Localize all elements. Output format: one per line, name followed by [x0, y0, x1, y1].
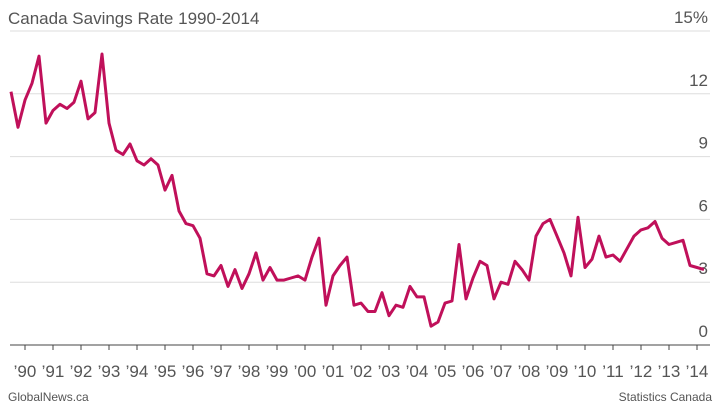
- source: Statistics Canada: [619, 390, 713, 404]
- x-tick-label: ’92: [70, 362, 93, 381]
- data-line: [9, 52, 705, 328]
- x-tick-label: ’06: [462, 362, 485, 381]
- x-tick-label: ’02: [350, 362, 373, 381]
- x-tick-label: ’01: [322, 362, 345, 381]
- x-tick-label: ’91: [42, 362, 65, 381]
- x-tick-label: ’00: [294, 362, 317, 381]
- x-tick-label: ’10: [574, 362, 597, 381]
- x-tick-label: ’95: [154, 362, 177, 381]
- x-tick-label: ’08: [518, 362, 541, 381]
- chart-title: Canada Savings Rate 1990-2014: [8, 9, 259, 28]
- x-tick-label: ’04: [406, 362, 429, 381]
- x-tick-label: ’99: [266, 362, 289, 381]
- x-tick-label: ’97: [210, 362, 233, 381]
- x-tick-label: ’03: [378, 362, 401, 381]
- x-tick-label: ’94: [126, 362, 149, 381]
- credit: GlobalNews.ca: [8, 390, 89, 404]
- x-tick-label: ’12: [630, 362, 653, 381]
- x-tick-label: ’14: [686, 362, 709, 381]
- y-tick-label: 6: [699, 196, 708, 215]
- x-tick-label: ’05: [434, 362, 457, 381]
- x-tick-label: ’98: [238, 362, 261, 381]
- x-tick-label: ’11: [602, 362, 623, 381]
- x-tick-label: ’13: [658, 362, 681, 381]
- y-tick-label: 15%: [674, 8, 708, 27]
- x-tick-label: ’07: [490, 362, 513, 381]
- x-tick-label: ’96: [182, 362, 205, 381]
- y-tick-label: 0: [699, 322, 708, 341]
- x-tick-label: ’90: [14, 362, 37, 381]
- y-tick-label: 9: [699, 134, 708, 153]
- x-tick-label: ’09: [546, 362, 569, 381]
- x-tick-label: ’93: [98, 362, 121, 381]
- y-tick-label: 12: [689, 71, 708, 90]
